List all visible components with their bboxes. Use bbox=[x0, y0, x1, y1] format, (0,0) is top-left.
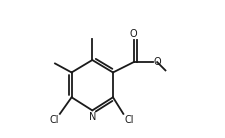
Text: O: O bbox=[129, 29, 137, 39]
Text: O: O bbox=[153, 57, 161, 67]
Text: Cl: Cl bbox=[50, 115, 59, 124]
Text: N: N bbox=[88, 112, 96, 122]
Text: Cl: Cl bbox=[124, 115, 133, 124]
